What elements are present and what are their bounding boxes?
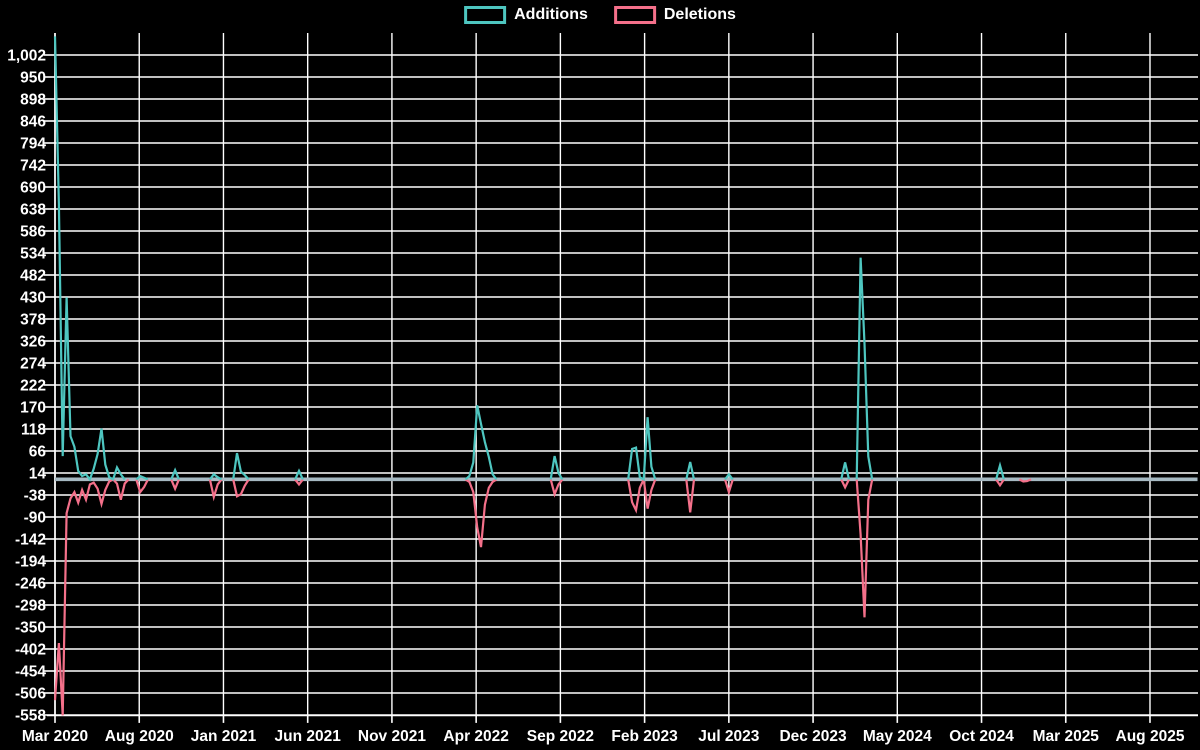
x-tick-label: Sep 2022 bbox=[527, 728, 594, 745]
additions-line-segment bbox=[549, 455, 564, 480]
y-tick-label: 690 bbox=[20, 180, 46, 197]
y-tick-label: -194 bbox=[15, 554, 46, 571]
legend-item-deletions[interactable]: Deletions bbox=[613, 6, 736, 24]
y-tick-label: 638 bbox=[20, 202, 46, 219]
deletions-line-segment bbox=[855, 479, 874, 618]
y-tick-label: 170 bbox=[20, 400, 46, 417]
y-tick-label: 898 bbox=[20, 92, 46, 109]
additions-line-segment bbox=[53, 36, 126, 482]
x-tick-label: Apr 2022 bbox=[443, 728, 508, 745]
deletions-line-segment bbox=[232, 478, 250, 498]
chart-legend: Additions Deletions bbox=[464, 6, 736, 24]
y-tick-label: 742 bbox=[20, 158, 46, 175]
x-tick-label: Mar 2025 bbox=[1033, 728, 1100, 745]
deletions-swatch-icon bbox=[613, 6, 656, 24]
additions-line-segment bbox=[294, 468, 304, 480]
y-tick-label: -350 bbox=[15, 620, 46, 637]
legend-label-deletions: Deletions bbox=[663, 6, 736, 23]
additions-line-segment bbox=[170, 467, 180, 480]
deletions-line-segment bbox=[723, 479, 734, 496]
y-tick-label: -246 bbox=[15, 576, 46, 593]
y-axis-labels: 1,002 950 898 846 794 742 690 638 586 534 482 430 37… bbox=[7, 48, 46, 725]
y-tick-label: 1,002 bbox=[7, 48, 46, 65]
grid bbox=[54, 33, 1198, 716]
y-tick-label: 326 bbox=[20, 334, 46, 351]
additions-line-segment bbox=[209, 472, 223, 481]
y-tick-label: 274 bbox=[20, 356, 46, 373]
x-tick-label: Nov 2021 bbox=[358, 728, 426, 745]
additions-line-segment bbox=[464, 405, 498, 481]
x-tick-label: Aug 2025 bbox=[1116, 728, 1185, 745]
y-tick-label: 378 bbox=[20, 312, 46, 329]
y-tick-label: 482 bbox=[20, 268, 46, 285]
y-tick-label: -298 bbox=[15, 598, 46, 615]
additions-line-segment bbox=[855, 257, 874, 480]
x-tick-label: Dec 2023 bbox=[779, 728, 847, 745]
y-tick-label: 430 bbox=[20, 290, 46, 307]
y-tick-label: -142 bbox=[15, 532, 46, 549]
x-tick-label: Jun 2021 bbox=[275, 728, 342, 745]
deletions-line-segment bbox=[170, 478, 180, 492]
x-tick-label: May 2024 bbox=[863, 728, 932, 745]
x-tick-label: Feb 2023 bbox=[611, 728, 678, 745]
y-tick-label: 14 bbox=[29, 466, 47, 483]
deletions-line bbox=[53, 475, 1032, 716]
deletions-line-segment bbox=[840, 478, 850, 490]
additions-line-segment bbox=[232, 452, 250, 481]
y-tick-label: -90 bbox=[24, 510, 46, 527]
y-tick-label: 66 bbox=[29, 444, 47, 461]
additions-line-segment bbox=[724, 472, 734, 481]
y-tick-label: 794 bbox=[20, 136, 46, 153]
additions-swatch-icon bbox=[464, 6, 507, 24]
deletions-line-segment bbox=[53, 478, 130, 716]
deletions-line-segment bbox=[549, 478, 564, 498]
additions-line-segment bbox=[627, 417, 657, 482]
deletions-line-segment bbox=[685, 479, 696, 513]
legend-label-additions: Additions bbox=[514, 6, 588, 23]
y-tick-label: -402 bbox=[15, 642, 46, 659]
x-tick-label: Mar 2020 bbox=[22, 728, 88, 745]
y-tick-label: -38 bbox=[24, 488, 47, 505]
x-tick-label: Oct 2024 bbox=[949, 728, 1014, 745]
deletions-line-segment bbox=[208, 478, 223, 502]
deletions-line-segment bbox=[627, 475, 657, 514]
y-tick-label: -506 bbox=[15, 686, 46, 703]
additions-line bbox=[53, 36, 1005, 482]
additions-line-segment bbox=[840, 462, 851, 480]
additions-line-segment bbox=[685, 461, 696, 480]
y-tick-label: 118 bbox=[21, 422, 46, 439]
y-tick-label: 586 bbox=[20, 224, 46, 241]
x-tick-label: Jul 2023 bbox=[698, 728, 760, 745]
y-tick-label: -558 bbox=[15, 708, 46, 725]
deletions-line-segment bbox=[135, 478, 149, 495]
axes bbox=[44, 33, 1198, 723]
deletions-line-segment bbox=[294, 478, 304, 487]
legend-item-additions[interactable]: Additions bbox=[464, 6, 588, 24]
deletions-line-segment bbox=[1018, 478, 1032, 483]
x-axis-labels: Mar 2020 Aug 2020 Jan 2021 Jun 2021 Nov 2021… bbox=[22, 728, 1185, 745]
deletions-line-segment bbox=[995, 478, 1005, 488]
y-tick-label: 950 bbox=[20, 70, 46, 87]
additions-line-segment bbox=[135, 474, 149, 481]
x-tick-label: Aug 2020 bbox=[105, 728, 174, 745]
y-tick-label: 846 bbox=[20, 114, 46, 131]
y-tick-label: 222 bbox=[20, 378, 46, 395]
x-tick-label: Jan 2021 bbox=[191, 728, 257, 745]
additions-line-segment bbox=[995, 461, 1005, 480]
deletions-line-segment bbox=[464, 478, 498, 548]
y-tick-label: -454 bbox=[15, 664, 46, 681]
y-tick-label: 534 bbox=[20, 246, 46, 263]
